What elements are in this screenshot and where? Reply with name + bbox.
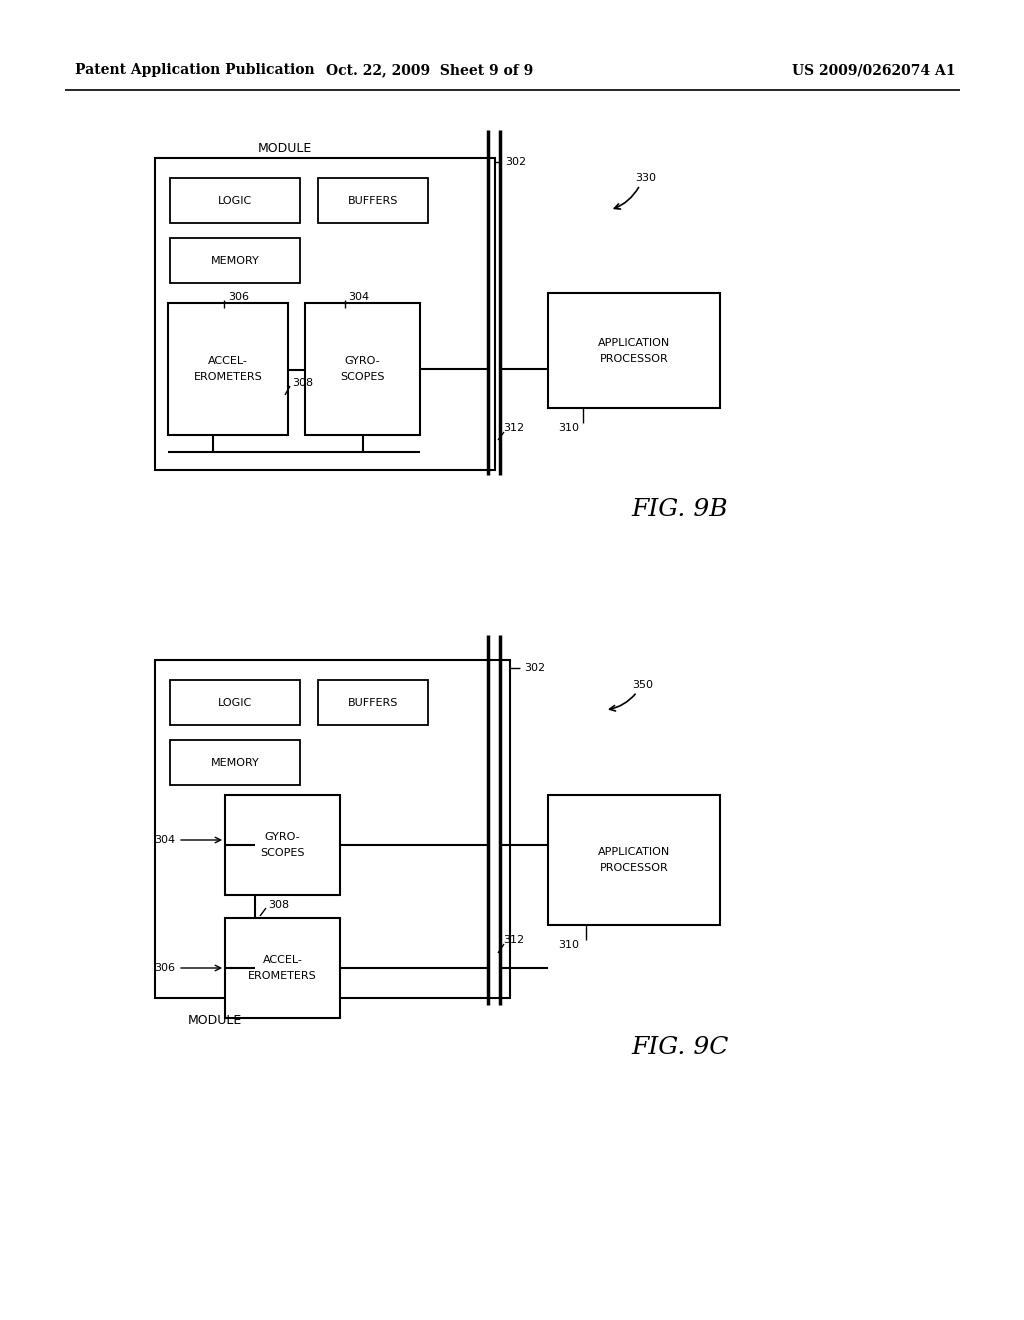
- Text: 302: 302: [505, 157, 526, 168]
- Bar: [548, 795, 720, 925]
- Text: 310: 310: [558, 940, 579, 950]
- Text: MODULE: MODULE: [187, 1014, 242, 1027]
- Text: 306: 306: [228, 292, 249, 302]
- Text: FIG. 9B: FIG. 9B: [632, 499, 728, 521]
- Text: PROCESSOR: PROCESSOR: [600, 863, 669, 873]
- Text: MODULE: MODULE: [258, 141, 312, 154]
- Text: GYRO-: GYRO-: [345, 356, 380, 366]
- Text: APPLICATION: APPLICATION: [598, 338, 670, 347]
- Text: ACCEL-: ACCEL-: [262, 954, 302, 965]
- Text: GYRO-: GYRO-: [264, 832, 300, 842]
- Text: 308: 308: [292, 378, 313, 388]
- Text: 350: 350: [632, 680, 653, 690]
- Text: FIG. 9C: FIG. 9C: [632, 1036, 729, 1060]
- Text: BUFFERS: BUFFERS: [348, 697, 398, 708]
- Bar: [168, 304, 288, 436]
- Text: 304: 304: [348, 292, 369, 302]
- Text: 312: 312: [503, 935, 524, 945]
- Text: 312: 312: [503, 422, 524, 433]
- Text: 310: 310: [558, 422, 579, 433]
- Text: SCOPES: SCOPES: [260, 847, 305, 858]
- Bar: [318, 680, 428, 725]
- Text: BUFFERS: BUFFERS: [348, 195, 398, 206]
- Text: Patent Application Publication: Patent Application Publication: [75, 63, 314, 77]
- Bar: [170, 741, 300, 785]
- Text: MEMORY: MEMORY: [211, 256, 259, 265]
- Text: 308: 308: [268, 900, 289, 909]
- Bar: [225, 795, 340, 895]
- Text: 306: 306: [154, 964, 175, 973]
- Bar: [548, 293, 720, 408]
- Text: US 2009/0262074 A1: US 2009/0262074 A1: [792, 63, 955, 77]
- Text: MEMORY: MEMORY: [211, 758, 259, 767]
- Text: Oct. 22, 2009  Sheet 9 of 9: Oct. 22, 2009 Sheet 9 of 9: [327, 63, 534, 77]
- Bar: [225, 917, 340, 1018]
- Bar: [155, 660, 510, 998]
- Text: SCOPES: SCOPES: [340, 372, 385, 381]
- Text: 302: 302: [524, 663, 545, 673]
- Bar: [155, 158, 495, 470]
- Text: LOGIC: LOGIC: [218, 195, 252, 206]
- Text: 304: 304: [154, 836, 175, 845]
- Bar: [305, 304, 420, 436]
- Text: EROMETERS: EROMETERS: [194, 372, 262, 381]
- Text: LOGIC: LOGIC: [218, 697, 252, 708]
- Bar: [318, 178, 428, 223]
- Text: APPLICATION: APPLICATION: [598, 847, 670, 857]
- Text: ACCEL-: ACCEL-: [208, 356, 248, 366]
- Bar: [170, 680, 300, 725]
- Text: EROMETERS: EROMETERS: [248, 972, 316, 981]
- Bar: [170, 178, 300, 223]
- Bar: [170, 238, 300, 282]
- Text: 330: 330: [635, 173, 656, 183]
- Text: PROCESSOR: PROCESSOR: [600, 354, 669, 363]
